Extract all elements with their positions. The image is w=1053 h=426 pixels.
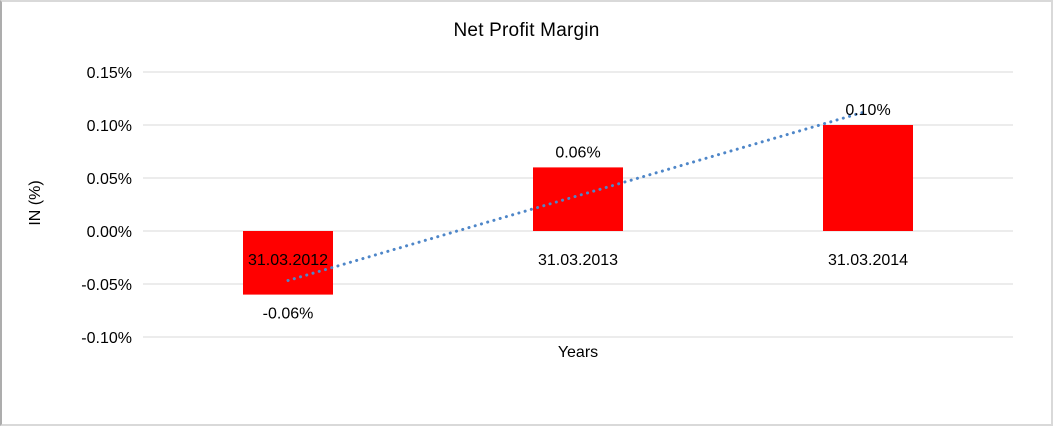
x-category-label: 31.03.2013 [538, 252, 618, 269]
y-tick-label: 0.00% [87, 224, 132, 241]
bar-31.03.2012 [243, 231, 333, 295]
data-label: -0.06% [263, 306, 314, 323]
y-tick-label: -0.10% [81, 330, 132, 347]
x-category-label: 31.03.2014 [828, 252, 908, 269]
data-label: 0.10% [845, 102, 890, 119]
bar-31.03.2014 [823, 125, 913, 231]
y-tick-label: 0.15% [87, 65, 132, 82]
x-category-label: 31.03.2012 [248, 252, 328, 269]
chart-title: Net Profit Margin [453, 20, 600, 41]
y-tick-label: 0.10% [87, 118, 132, 135]
bar-31.03.2013 [533, 167, 623, 231]
y-tick-label: 0.05% [87, 171, 132, 188]
data-label: 0.06% [555, 144, 600, 161]
y-tick-label: -0.05% [81, 277, 132, 294]
x-axis-title: Years [557, 344, 599, 361]
